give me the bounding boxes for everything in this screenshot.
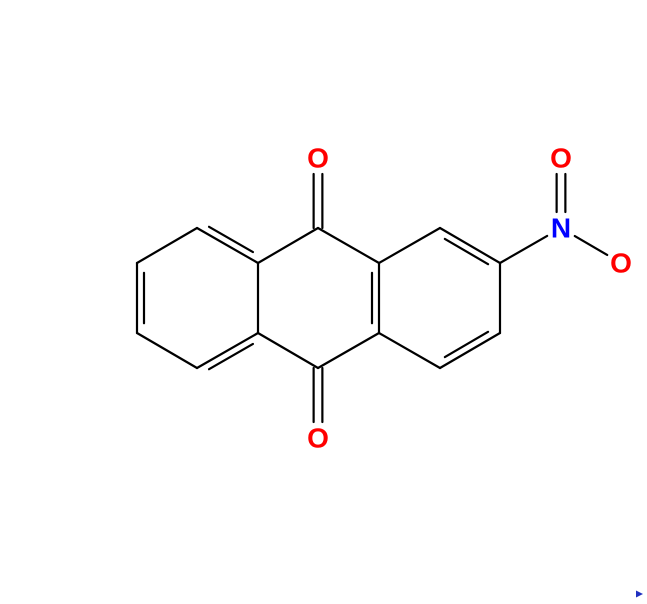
atom-N-label: N: [551, 213, 571, 244]
atom-O-label: O: [307, 423, 329, 454]
molecule-diagram: O O N O O: [0, 0, 647, 604]
play-marker-icon: [636, 591, 643, 598]
atom-O-label: O: [550, 143, 572, 174]
atom-O-label: O: [610, 248, 632, 279]
atom-O-label: O: [307, 143, 329, 174]
